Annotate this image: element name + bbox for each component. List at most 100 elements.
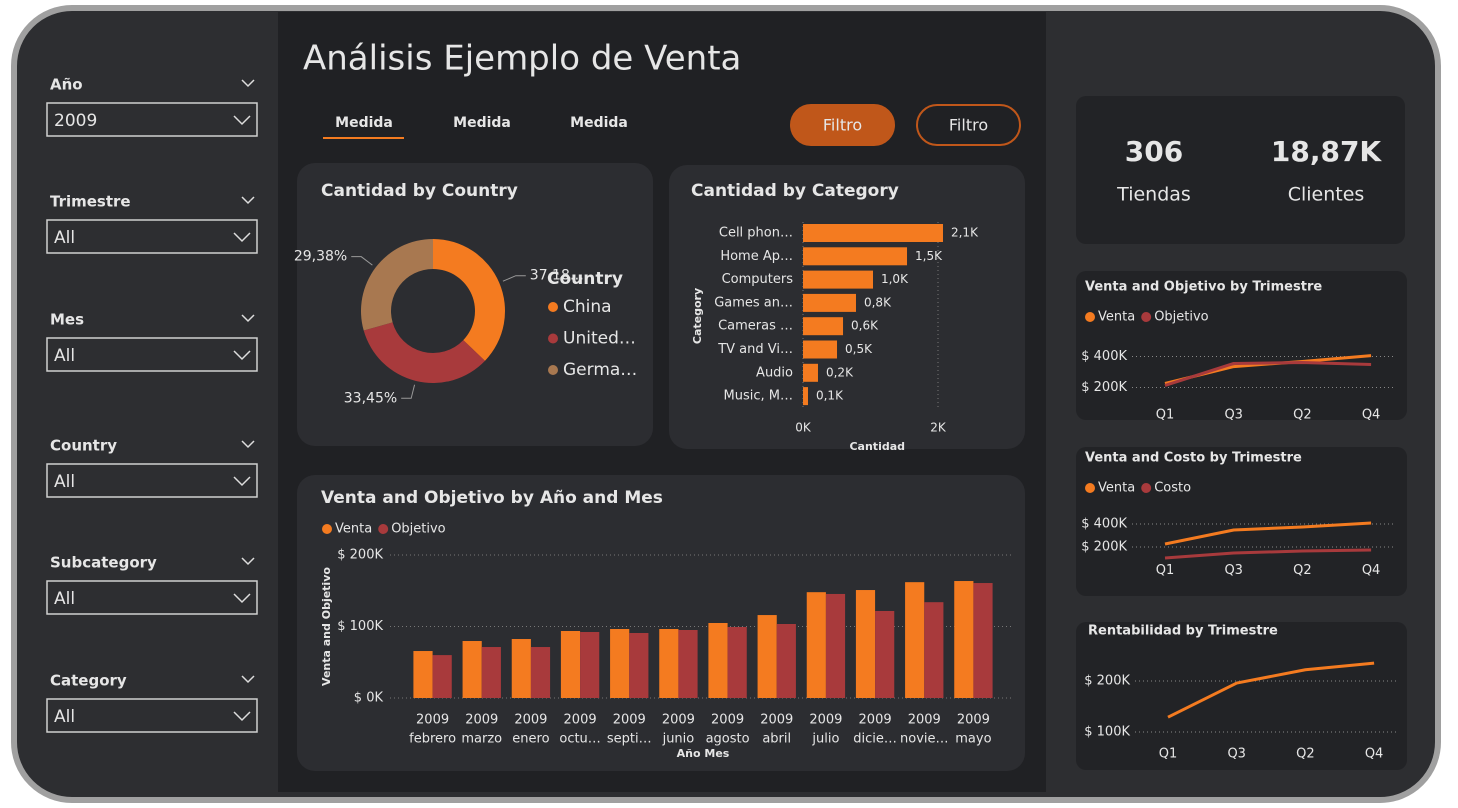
chart-title: Rentabilidad by Trimestre [1088, 624, 1278, 639]
leader-line [502, 275, 526, 282]
y-tick-label: $ 200K [1081, 540, 1127, 555]
button-label[interactable]: Filtro [949, 116, 988, 135]
x-tick-label: Q4 [1362, 408, 1381, 423]
slicer-dropdown[interactable] [46, 102, 258, 137]
data-label: 1,5K [915, 249, 943, 263]
chevron [233, 232, 251, 243]
x-tick-label: febrero [409, 732, 456, 747]
chevron [233, 593, 251, 604]
x-tick-label: mayo [955, 732, 991, 747]
chart-title: Cantidad by Country [321, 181, 518, 201]
bar [511, 639, 531, 698]
kpi-card [1076, 96, 1405, 244]
legend-label: United… [563, 329, 636, 349]
x-tick-label: Q3 [1224, 408, 1243, 423]
slicer-dropdown[interactable] [46, 463, 258, 498]
legend-label: Venta [335, 522, 372, 537]
x-axis-title: Cantidad [849, 440, 905, 453]
legend-marker [548, 365, 558, 375]
chevron [233, 115, 251, 126]
slicer-dropdown[interactable] [46, 698, 258, 733]
pie-slice [361, 238, 433, 331]
x-tick-label: Q1 [1156, 563, 1175, 578]
chevron [233, 476, 251, 487]
bar [803, 224, 943, 242]
kpi-value: 306 [1125, 135, 1183, 168]
y-tick-label: $ 400K [1081, 517, 1127, 532]
bar [708, 622, 728, 698]
line-series [1164, 361, 1372, 387]
data-label: 29,38% [294, 249, 347, 265]
chart-title: Venta and Objetivo by Trimestre [1085, 280, 1322, 295]
button-label[interactable]: Filtro [823, 116, 862, 135]
card [1076, 271, 1407, 420]
slicer-label: Año [50, 76, 83, 94]
x-tick-label: Q3 [1224, 563, 1243, 578]
legend-marker [548, 333, 558, 344]
data-label: 37,18… [530, 268, 584, 284]
slicer-dropdown[interactable] [46, 219, 258, 254]
bar [530, 647, 551, 698]
y-tick-label: Music, M… [724, 389, 793, 404]
bar [462, 641, 482, 698]
y-tick-label: $ 0K [354, 691, 384, 706]
y-tick-label: Computers [722, 272, 794, 287]
chevron [241, 314, 255, 323]
legend-label: China [563, 297, 612, 317]
x-tick-label: Q4 [1362, 563, 1381, 578]
legend-marker [322, 524, 332, 534]
slicer-label: Mes [50, 311, 84, 329]
slicer-dropdown[interactable] [46, 337, 258, 372]
bar [432, 655, 452, 698]
x-tick-label: enero [512, 732, 549, 747]
x-tick-label: 2009 [908, 713, 941, 728]
y-tick-label: Home Ap… [720, 249, 793, 264]
bar [610, 629, 630, 698]
bar [757, 615, 777, 698]
slicer-dropdown[interactable] [46, 580, 258, 615]
tab[interactable]: Medida [453, 115, 511, 131]
chevron [241, 675, 255, 684]
x-tick-label: 2009 [859, 713, 892, 728]
x-tick-label: agosto [706, 732, 750, 747]
chevron [241, 557, 255, 566]
button[interactable] [916, 104, 1021, 146]
data-label: 0,6K [851, 319, 879, 333]
chevron [241, 440, 255, 449]
bar [727, 627, 747, 698]
line-series [1164, 521, 1372, 546]
slicer-label: Category [50, 672, 127, 690]
x-tick-label: Q4 [1365, 747, 1384, 762]
x-tick-label: Q2 [1293, 408, 1312, 423]
kpi-label: Clientes [1288, 184, 1365, 206]
data-label: 0,1K [816, 389, 844, 403]
legend-label: Germa… [563, 360, 637, 380]
bar [678, 630, 698, 698]
x-tick-label: 2009 [760, 713, 793, 728]
kpi-label: Tiendas [1116, 184, 1191, 206]
y-tick-label: $ 100K [337, 619, 383, 634]
bar [806, 592, 826, 698]
bar [803, 387, 808, 406]
tab[interactable]: Medida [335, 115, 393, 131]
y-tick-label: Cell phon… [719, 226, 793, 241]
x-tick-label: abril [762, 732, 791, 747]
x-tick-label: Q3 [1227, 747, 1246, 762]
legend-label: Costo [1154, 481, 1191, 496]
slicer-value: All [54, 589, 75, 609]
x-tick-label: 2009 [809, 713, 842, 728]
y-tick-label: Games an… [714, 295, 793, 310]
x-tick-label: Q1 [1159, 747, 1178, 762]
bar [776, 623, 796, 698]
tab[interactable]: Medida [570, 115, 628, 131]
y-tick-label: TV and Vi… [717, 342, 793, 357]
data-label: 1,0K [881, 272, 909, 286]
slicer-value: 2009 [54, 111, 97, 131]
button[interactable] [790, 104, 895, 146]
bar [875, 610, 895, 698]
bar [413, 651, 433, 698]
bar [803, 363, 818, 382]
bar [803, 293, 856, 312]
bar [803, 340, 838, 359]
